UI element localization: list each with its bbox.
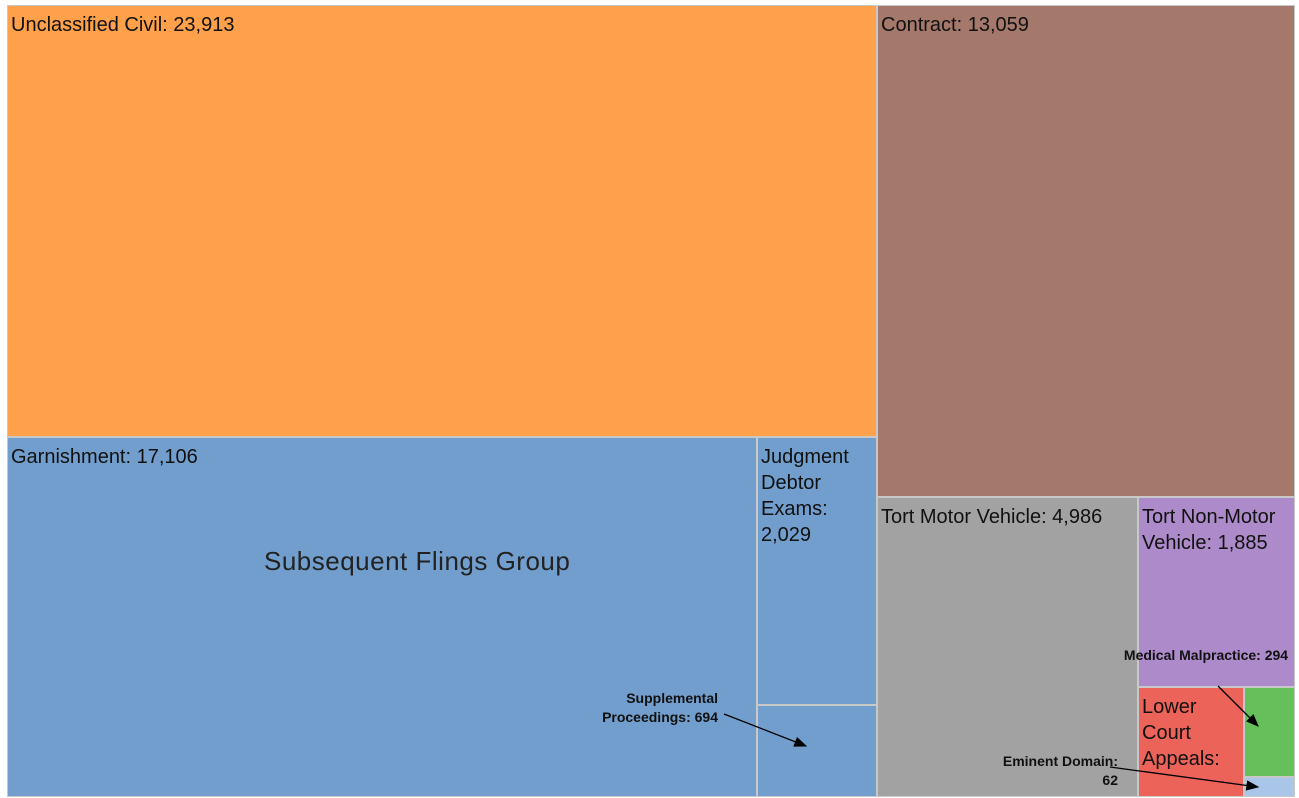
treemap-cell bbox=[757, 705, 877, 797]
treemap-cell: Tort Non-Motor Vehicle: 1,885 bbox=[1138, 497, 1295, 687]
cell-label: Lower Court Appeals: bbox=[1142, 696, 1220, 770]
cell-label: Tort Motor Vehicle: 4,986 bbox=[881, 506, 1103, 528]
treemap-cell bbox=[1244, 687, 1295, 777]
callout-arrow bbox=[723, 713, 808, 747]
callout-label: Eminent Domain: 62 bbox=[1002, 753, 1118, 788]
cell-label: Tort Non-Motor Vehicle: 1,885 bbox=[1142, 506, 1276, 554]
treemap-cell: Contract: 13,059 bbox=[877, 5, 1295, 497]
treemap-cell: Garnishment: 17,106 bbox=[7, 437, 757, 797]
cell-label: Garnishment: 17,106 bbox=[11, 446, 198, 468]
treemap-cell: Judgment Debtor Exams: 2,029 bbox=[757, 437, 877, 705]
treemap-cell: Tort Motor Vehicle: 4,986 bbox=[877, 497, 1138, 797]
cell-label: Unclassified Civil: 23,913 bbox=[11, 14, 235, 36]
callout-label: Supplemental Proceedings: 694 bbox=[602, 690, 718, 725]
treemap-cell: Lower Court Appeals: bbox=[1138, 687, 1244, 797]
cell-label: Judgment Debtor Exams: 2,029 bbox=[761, 446, 849, 546]
callout-arrow bbox=[1109, 766, 1260, 791]
treemap-cell: Unclassified Civil: 23,913 bbox=[7, 5, 877, 437]
cell-label: Contract: 13,059 bbox=[881, 14, 1029, 36]
callout-arrow bbox=[1217, 685, 1259, 727]
group-label: Subsequent Flings Group bbox=[264, 546, 571, 576]
callout-label: Medical Malpractice: 294 bbox=[1123, 647, 1289, 663]
